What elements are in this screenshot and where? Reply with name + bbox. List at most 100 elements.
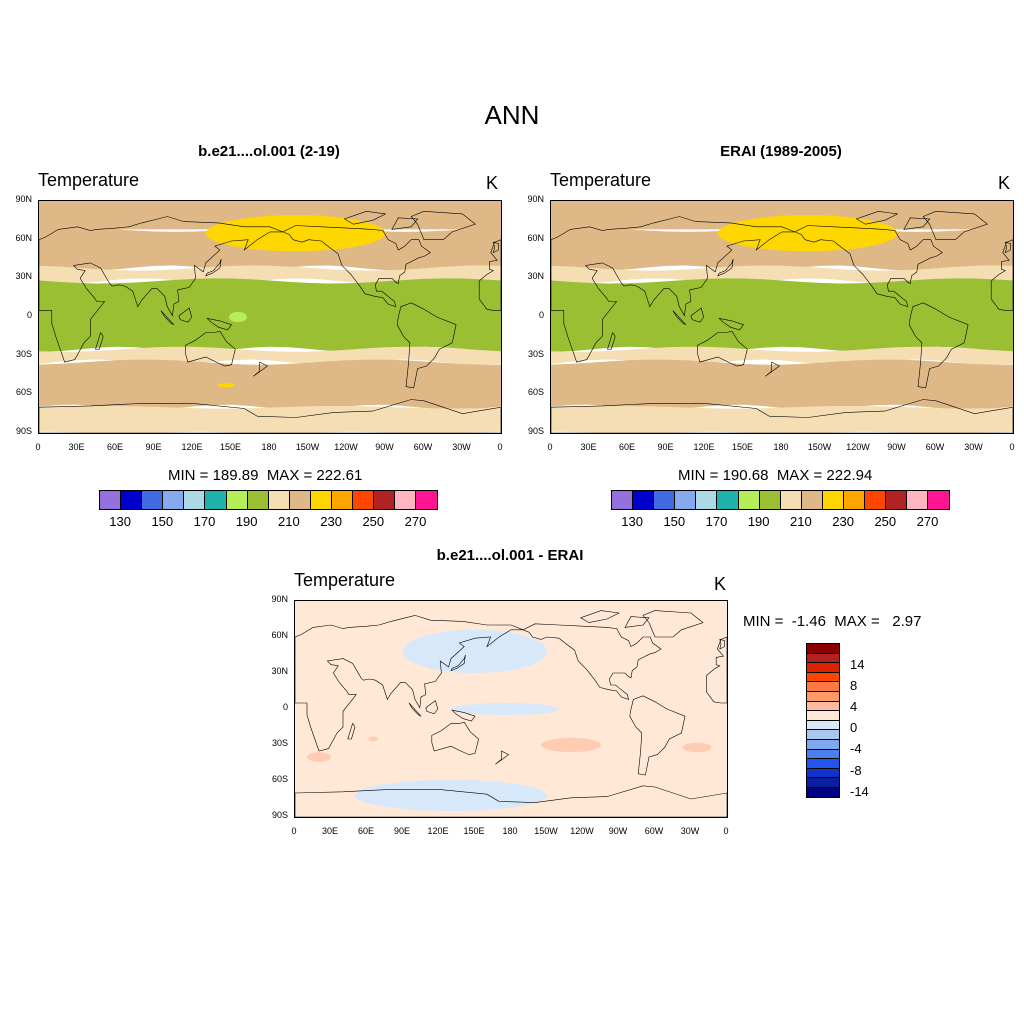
unit-label-model: K: [486, 173, 499, 193]
lat-tick-label: 60N: [15, 232, 32, 243]
coastline-5: [697, 330, 748, 367]
colorbar-swatch: [415, 490, 438, 510]
contour-band-2: [39, 265, 501, 284]
colorbar-swatch: [806, 786, 840, 798]
lon-tick-label: 120E: [693, 442, 715, 452]
coastline-13: [495, 750, 510, 765]
coastline-15: [391, 217, 419, 230]
colorbar-label: 170: [193, 514, 216, 529]
coastline-15: [903, 217, 931, 230]
coastline-11: [607, 331, 616, 350]
contour-band-2: [551, 265, 1013, 284]
lat-tick-label: 90S: [15, 426, 32, 436]
lon-tick-label: 150W: [534, 826, 558, 836]
lon-tick-label: 60W: [925, 442, 945, 452]
lat-tick-label: 0: [26, 310, 32, 320]
coastline-9: [408, 702, 422, 717]
colorbar-label: 150: [151, 514, 174, 529]
variable-label-obs: Temperature: [550, 170, 652, 190]
contour-band-6: [551, 406, 1013, 433]
colorbar-swatch: [758, 490, 781, 510]
lon-tick-label: 180: [773, 442, 789, 452]
lon-tick-label: 120W: [570, 826, 594, 836]
coastline-7: [450, 654, 466, 672]
coastline-14: [579, 610, 621, 623]
lat-tick-label: 30N: [271, 666, 288, 676]
colorbar-swatch: [737, 490, 760, 510]
contour-band-0: [39, 201, 501, 230]
lon-tick-label: 150W: [295, 442, 320, 452]
lon-tick-label: 0: [497, 442, 503, 452]
colorbar-label: 130: [109, 514, 131, 529]
colorbar-swatch: [611, 490, 634, 510]
colorbar-swatch: [246, 490, 269, 510]
lon-tick-label: 60E: [618, 442, 635, 452]
lon-tick-label: 30E: [68, 442, 85, 452]
colorbar-swatch: [120, 490, 143, 510]
colorbar-swatch: [821, 490, 845, 510]
coastline-2: [794, 225, 943, 308]
colorbar-swatch: [309, 490, 333, 510]
map-canvas-1: [551, 201, 1013, 433]
min-value-diff: MIN = -1.46: [743, 613, 826, 630]
coastline-0: [295, 615, 524, 752]
lat-tick-label: 30S: [527, 348, 544, 359]
map-canvas-0: [39, 201, 501, 433]
coastline-7: [717, 258, 734, 277]
coastline-7: [205, 258, 222, 277]
contour-band-3: [39, 278, 501, 352]
lon-tick-label: 90E: [393, 826, 410, 836]
panel-title-obs: ERAI (1989-2005): [720, 143, 842, 160]
colorbar-label: 14: [850, 657, 865, 672]
colorbar-diff: [806, 643, 840, 798]
minmax-obs: MIN = 190.68 MAX = 222.94: [678, 467, 872, 484]
colorbar-label: 4: [850, 699, 858, 714]
unit-label-obs: K: [998, 173, 1011, 193]
colorbar-label: 8: [850, 678, 858, 693]
coastline-14: [343, 210, 387, 225]
colorbar-label: 210: [790, 514, 812, 529]
colorbar-obs: [611, 490, 950, 510]
lon-tick-label: 120W: [846, 442, 870, 452]
lon-tick-label: 150E: [731, 442, 754, 452]
colorbar-swatch: [183, 490, 206, 510]
colorbar-swatch: [843, 490, 866, 510]
lat-tick-label: 90N: [527, 194, 544, 204]
colorbar-label: 130: [621, 514, 643, 529]
colorbar-swatch: [632, 490, 655, 510]
colorbar-swatch: [267, 490, 290, 510]
unit-label-diff: K: [714, 574, 727, 594]
colorbar-swatch: [331, 490, 354, 510]
contour-region-4: [682, 742, 712, 753]
lon-tick-label: 60E: [357, 826, 374, 836]
lon-tick-label: 30W: [680, 826, 700, 836]
colorbar-swatch: [653, 490, 676, 510]
colorbar-label: 190: [747, 514, 770, 529]
coastline-10: [718, 317, 744, 331]
lon-tick-label: 90W: [375, 442, 394, 452]
lon-tick-label: 60W: [644, 826, 664, 836]
colorbar-swatch: [716, 490, 739, 510]
coastline-1: [706, 636, 727, 704]
lon-tick-label: 30E: [580, 442, 597, 452]
lat-tick-label: 0: [538, 310, 544, 320]
lat-tick-label: 90S: [271, 810, 288, 820]
colorbar-swatch: [99, 490, 122, 510]
map-canvas-2: [295, 601, 727, 817]
max-value-obs: MAX = 222.94: [776, 467, 873, 484]
coastline-1: [990, 239, 1013, 311]
colorbar-swatch: [288, 490, 311, 510]
lat-tick-label: 60N: [271, 630, 288, 640]
coastline-15: [624, 616, 650, 628]
lon-tick-label: 150W: [807, 442, 832, 452]
colorbar-swatch: [141, 490, 164, 510]
colorbar-label: 250: [362, 514, 385, 529]
lon-tick-label: 30E: [321, 826, 338, 836]
coastline-12: [1004, 241, 1011, 254]
coastline-13: [253, 361, 268, 377]
coastline-6: [295, 785, 727, 817]
contour-band-3: [551, 278, 1013, 352]
coastline-2: [522, 623, 662, 700]
coastline-5: [431, 721, 479, 755]
contour-region-0: [717, 215, 898, 252]
